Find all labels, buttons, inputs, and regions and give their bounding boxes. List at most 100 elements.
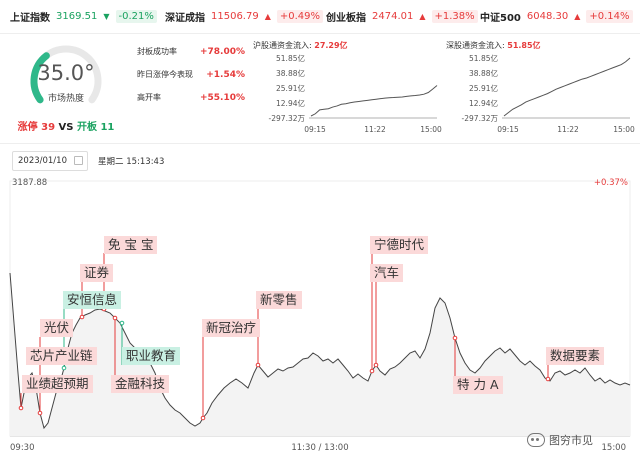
date-row: 2023/01/10 星期二 15:13:43 <box>0 143 640 173</box>
x-mid-label: 11:30 / 13:00 <box>291 443 348 453</box>
stat-list: 封板成功率 +78.00% 昨日涨停今表现 +1.54% 高开率 +55.10% <box>137 40 245 109</box>
flow-title: 沪股通资金流入: 27.29亿 <box>253 40 443 51</box>
price-line <box>9 272 631 430</box>
x-tick-label: 11:22 <box>364 125 386 134</box>
stat-label: 昨日涨停今表现 <box>137 70 193 79</box>
gauge-arc <box>30 45 102 104</box>
stat-value: +1.54% <box>206 69 245 80</box>
index-change: +1.38% <box>431 10 478 23</box>
watermark: 图穷市见 <box>527 432 593 448</box>
tag-chip[interactable]: 芯片产业链 <box>26 347 97 365</box>
tag-mianbaobao[interactable]: 免 宝 宝 <box>104 236 158 254</box>
stat-value: +78.00% <box>199 46 245 57</box>
calendar-icon <box>74 156 83 165</box>
wechat-icon <box>527 433 545 447</box>
flow-line <box>503 57 631 117</box>
tag-covid[interactable]: 新冠治疗 <box>202 319 261 337</box>
index-bar: 上证指数 3169.51 ▼ -0.21% 深证成指 11506.79 ▲ +0… <box>0 0 640 34</box>
stat-row: 高开率 +55.10% <box>137 86 245 109</box>
flow-title-value: 51.85亿 <box>507 41 541 50</box>
market-panel: 35.0° 市场热度 涨停 39 VS 开板 11 封板成功率 +78.00% … <box>0 35 640 137</box>
tag-marker-dot <box>119 320 125 326</box>
tag-catl[interactable]: 宁德时代 <box>370 236 429 254</box>
tag-auto[interactable]: 汽车 <box>370 264 404 282</box>
date-value: 2023/01/10 <box>18 156 67 166</box>
tag-marker-dot <box>112 315 118 321</box>
tag-anheng[interactable]: 安恒信息 <box>63 291 122 309</box>
price-area <box>10 273 630 436</box>
index-name: 上证指数 <box>10 13 50 24</box>
index-name: 中证500 <box>480 13 521 24</box>
index-name: 创业板指 <box>326 13 366 24</box>
y-tick-label: 12.94亿 <box>276 98 305 108</box>
y-tick-label: 51.85亿 <box>276 53 305 63</box>
pct-top-label: +0.37% <box>594 178 628 188</box>
flow-title-value: 27.29亿 <box>314 41 348 50</box>
x-tick-label: 15:00 <box>420 125 442 134</box>
heat-gauge: 35.0° 市场热度 涨停 39 VS 开板 11 <box>6 39 126 134</box>
up-arrow-icon: ▲ <box>419 12 426 21</box>
tag-marker-dot <box>37 410 43 416</box>
index-value: 11506.79 <box>211 11 259 22</box>
x-tick-label: 09:15 <box>497 125 519 134</box>
index-csi500[interactable]: 中证500 6048.30 ▲ +0.14% <box>480 9 633 24</box>
open-label: 开板 <box>76 122 97 133</box>
tag-marker-dot <box>545 376 551 382</box>
index-sse[interactable]: 上证指数 3169.51 ▼ -0.21% <box>10 9 157 24</box>
stat-label: 高开率 <box>137 93 161 102</box>
tag-earnings[interactable]: 业绩超预期 <box>22 375 93 393</box>
flow-title-text: 沪股通资金流入: <box>253 41 312 50</box>
index-value: 6048.30 <box>526 11 569 22</box>
tag-retail[interactable]: 新零售 <box>256 291 302 309</box>
limit-up-count: 39 <box>41 122 56 133</box>
y-tick-label: 25.91亿 <box>469 83 498 93</box>
x-tick-label: 15:00 <box>613 125 635 134</box>
tag-teli[interactable]: 特 力 A <box>453 376 503 394</box>
open-count: 11 <box>100 122 115 133</box>
y-tick-label: 38.88亿 <box>276 68 305 78</box>
flow-chart: 51.85亿 38.88亿 25.91亿 12.94亿 -297.32万 09:15 11:… <box>462 53 635 134</box>
tag-fintech[interactable]: 金融科技 <box>111 375 170 393</box>
vs-label: VS <box>58 122 74 133</box>
index-name: 深证成指 <box>165 13 205 24</box>
hk-north-flow-sh: 沪股通资金流入: 27.29亿 51.85亿 38.88亿 25.91亿 12.94亿… <box>253 40 443 135</box>
index-change: -0.21% <box>115 10 157 23</box>
index-value: 3169.51 <box>56 11 98 22</box>
tag-pv[interactable]: 光伏 <box>40 319 74 337</box>
flow-title-text: 深股通资金流入: <box>446 41 505 50</box>
index-value: 2474.01 <box>372 11 414 22</box>
up-arrow-icon: ▲ <box>574 12 581 21</box>
x-tick-label: 09:15 <box>304 125 326 134</box>
x-end-label: 15:00 <box>602 443 627 453</box>
flow-chart: 51.85亿 38.88亿 25.91亿 12.94亿 -297.32万 09:15 11:… <box>269 53 442 134</box>
y-tick-label: 25.91亿 <box>276 83 305 93</box>
gauge-fill <box>30 52 50 104</box>
down-arrow-icon: ▼ <box>103 12 110 21</box>
tag-securities[interactable]: 证券 <box>80 264 114 282</box>
heat-value: 35.0° <box>37 61 95 85</box>
index-change: +0.14% <box>586 10 633 23</box>
y-tick-label: 12.94亿 <box>469 98 498 108</box>
y-top-label: 3187.88 <box>12 178 47 188</box>
tag-data[interactable]: 数据要素 <box>546 347 605 365</box>
tag-marker-dot <box>79 314 85 320</box>
index-szse[interactable]: 深证成指 11506.79 ▲ +0.49% <box>165 9 324 24</box>
stat-label: 封板成功率 <box>137 47 177 56</box>
tag-vocational[interactable]: 职业教育 <box>122 347 181 365</box>
stat-row: 封板成功率 +78.00% <box>137 40 245 63</box>
y-tick-label: -297.32万 <box>462 114 499 123</box>
up-arrow-icon: ▲ <box>264 12 271 21</box>
heat-label: 市场热度 <box>47 94 84 104</box>
tag-marker-dot <box>255 362 261 368</box>
hk-north-flow-sz: 深股通资金流入: 51.85亿 51.85亿 38.88亿 25.91亿 12.94亿… <box>446 40 636 135</box>
date-picker[interactable]: 2023/01/10 <box>12 151 88 171</box>
tag-marker-dot <box>373 362 379 368</box>
x-tick-label: 11:22 <box>557 125 579 134</box>
stat-value: +55.10% <box>199 92 245 103</box>
watermark-text: 图穷市见 <box>549 434 593 447</box>
index-chinext[interactable]: 创业板指 2474.01 ▲ +1.38% <box>326 9 478 24</box>
tag-marker-dot <box>61 365 67 371</box>
tag-marker-dot <box>200 415 206 421</box>
